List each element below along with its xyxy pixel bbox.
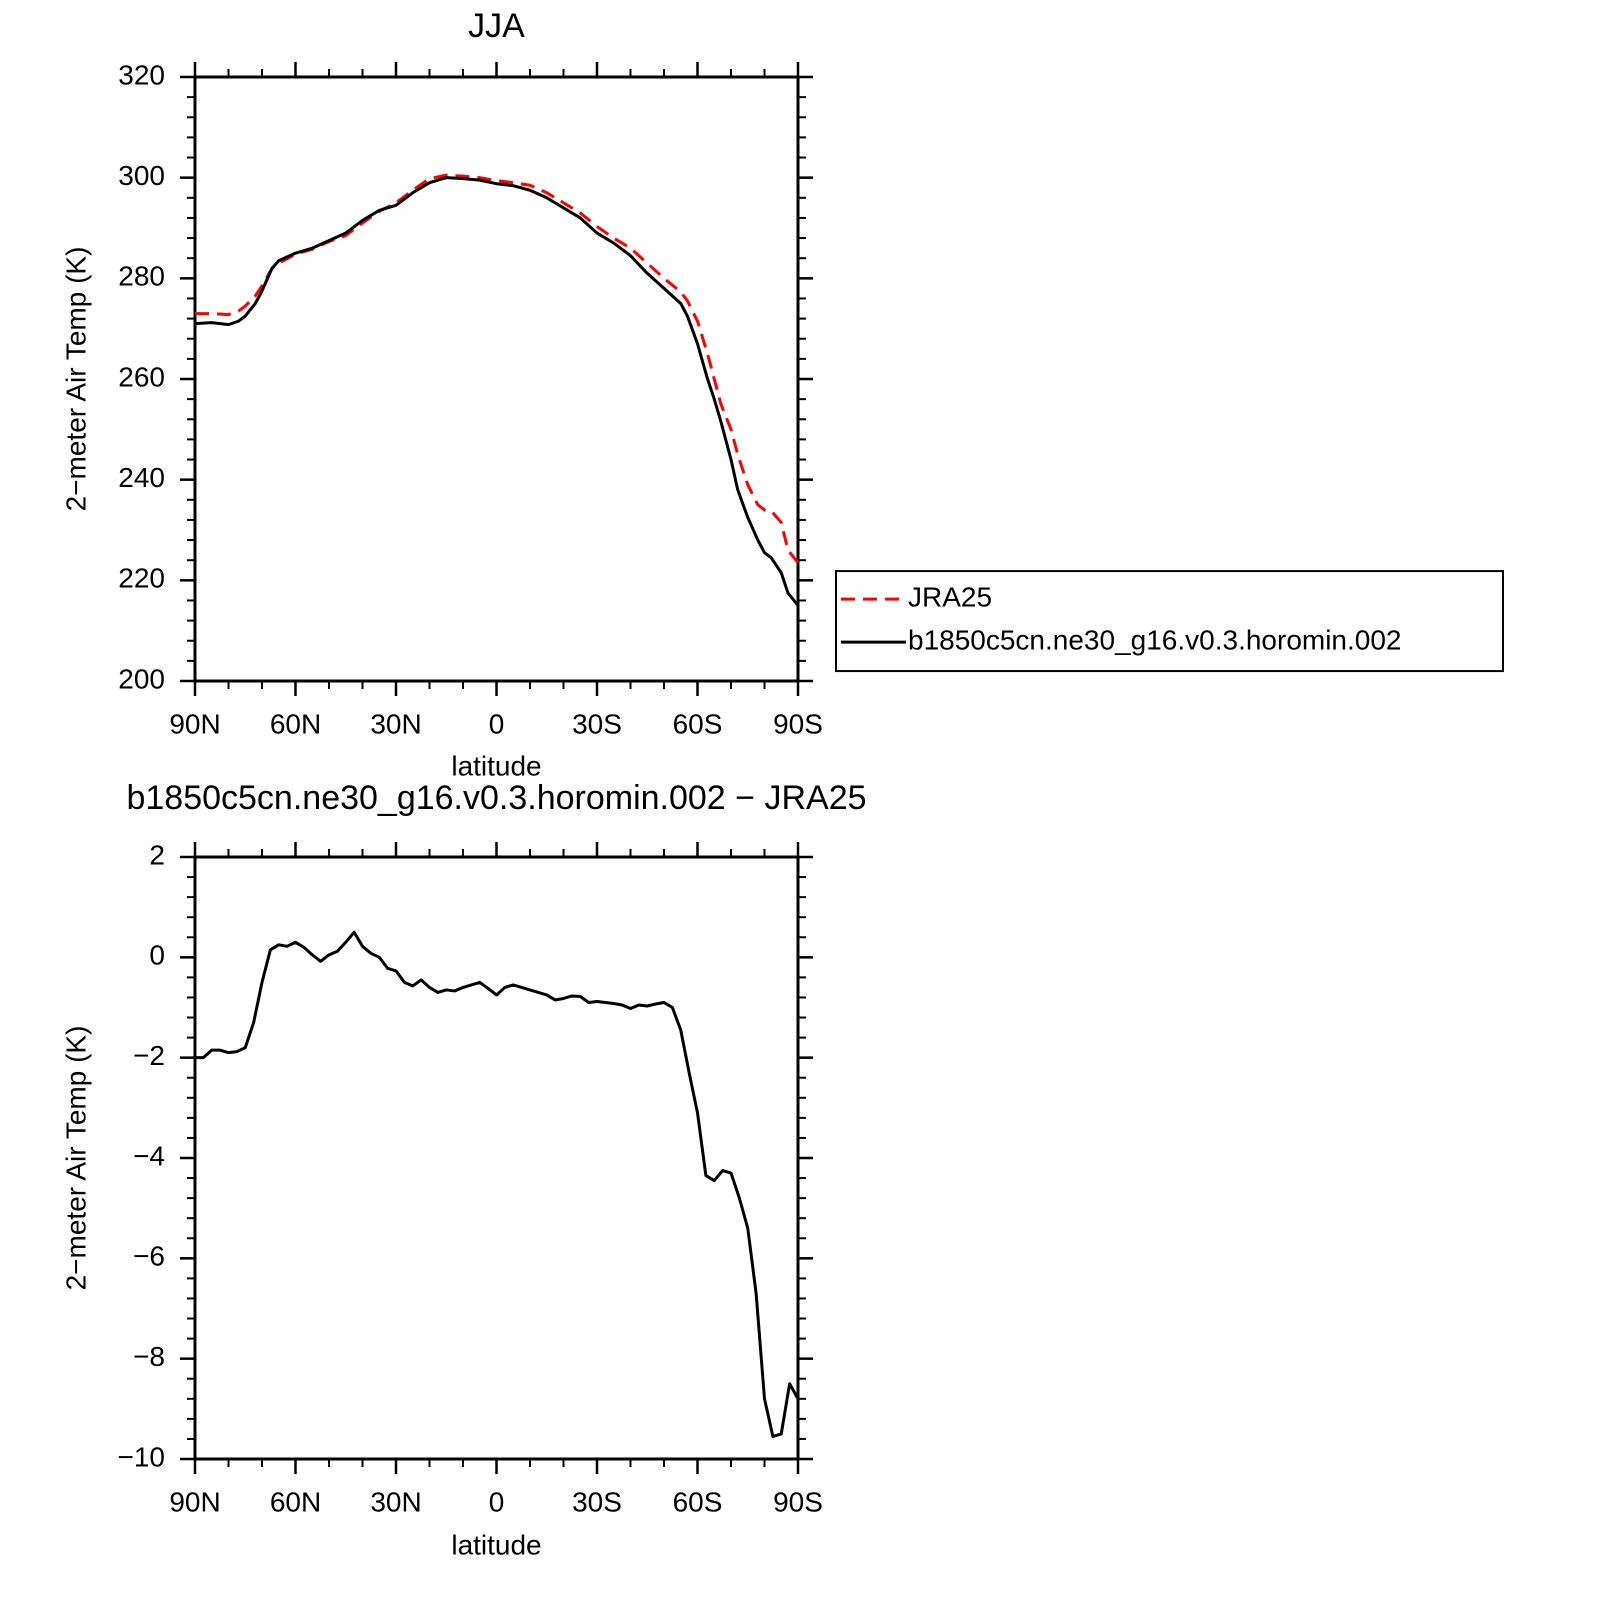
- x-tick-label: 30N: [370, 708, 421, 739]
- legend-label: JRA25: [908, 581, 992, 612]
- chart-title: JJA: [468, 7, 525, 45]
- y-tick-label: −4: [133, 1140, 165, 1171]
- y-tick-label: −10: [118, 1441, 166, 1472]
- y-tick-label: 220: [118, 563, 165, 594]
- x-tick-label: 30S: [572, 708, 622, 739]
- x-tick-label: 90S: [773, 1486, 823, 1517]
- y-tick-label: 240: [118, 462, 165, 493]
- x-tick-label: 90N: [169, 708, 220, 739]
- y-tick-label: 320: [118, 59, 165, 90]
- y-axis-label: 2−meter Air Temp (K): [60, 247, 91, 512]
- y-tick-label: −2: [133, 1040, 165, 1071]
- x-tick-label: 90S: [773, 708, 823, 739]
- data-line: [195, 173, 800, 564]
- x-tick-label: 60N: [270, 1486, 321, 1517]
- y-axis-label: 2−meter Air Temp (K): [60, 1026, 91, 1291]
- y-tick-label: 0: [149, 940, 165, 971]
- y-tick-label: 260: [118, 361, 165, 392]
- x-axis-label: latitude: [451, 750, 541, 781]
- x-tick-label: 0: [489, 708, 505, 739]
- y-tick-label: −8: [133, 1341, 165, 1372]
- x-tick-label: 90N: [169, 1486, 220, 1517]
- data-line: [194, 176, 800, 607]
- y-tick-label: 300: [118, 160, 165, 191]
- chart-title: b1850c5cn.ne30_g16.v0.3.horomin.002 − JR…: [126, 779, 866, 817]
- x-tick-label: 60N: [270, 708, 321, 739]
- x-tick-label: 60S: [673, 1486, 723, 1517]
- x-tick-label: 30S: [572, 1486, 622, 1517]
- x-tick-label: 30N: [370, 1486, 421, 1517]
- y-tick-label: −6: [133, 1241, 165, 1272]
- y-tick-label: 2: [149, 839, 165, 870]
- x-tick-label: 0: [489, 1486, 505, 1517]
- y-tick-label: 200: [118, 663, 165, 694]
- x-tick-label: 60S: [673, 708, 723, 739]
- y-tick-label: 280: [118, 261, 165, 292]
- data-line: [195, 930, 800, 1438]
- x-axis-label: latitude: [451, 1529, 541, 1560]
- legend-label: b1850c5cn.ne30_g16.v0.3.horomin.002: [908, 624, 1402, 655]
- legend-box: [835, 570, 1504, 673]
